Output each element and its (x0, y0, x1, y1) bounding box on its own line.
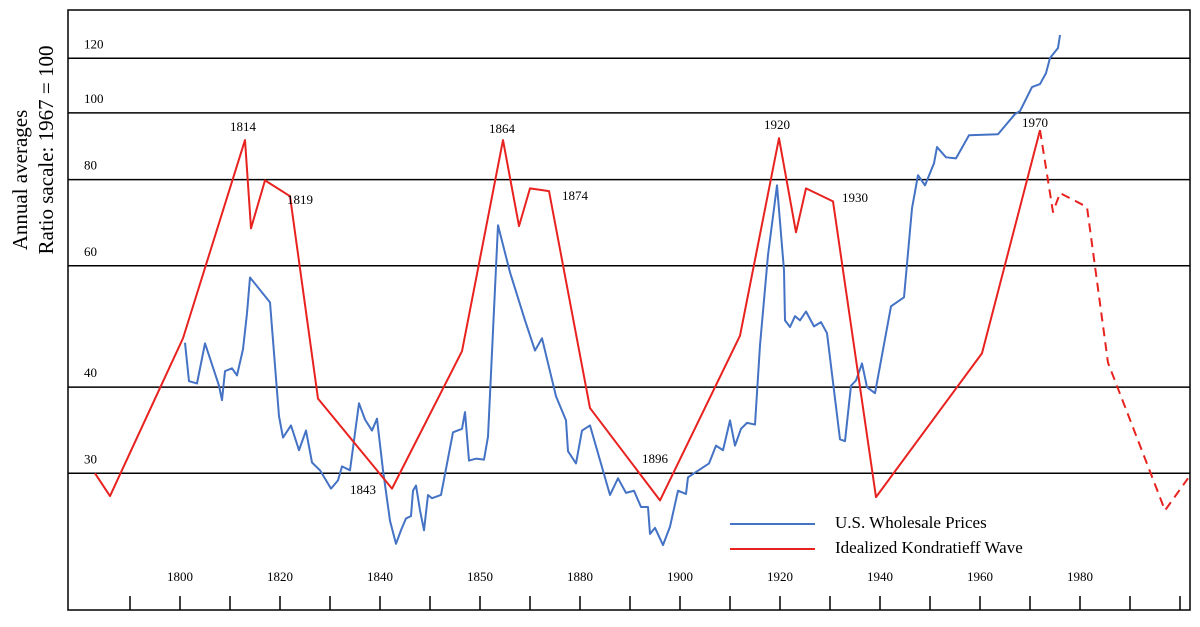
annotation: 1920 (764, 117, 790, 132)
annotation: 1843 (350, 482, 376, 497)
x-tick-label: 1920 (767, 569, 793, 584)
legend-label: U.S. Wholesale Prices (835, 513, 987, 532)
y-tick-label: 60 (84, 244, 97, 259)
x-tick-label: 1880 (567, 569, 593, 584)
annotation: 1874 (562, 188, 589, 203)
data-line (94, 129, 1041, 502)
data-line (1039, 129, 1189, 512)
annotation: 1896 (642, 451, 669, 466)
x-tick-label: 1940 (867, 569, 893, 584)
x-tick-label: 1850 (467, 569, 493, 584)
plot-frame (67, 9, 1191, 611)
x-tick-label: 1980 (1067, 569, 1093, 584)
y-tick-label: 120 (84, 36, 104, 51)
y-tick-label: 40 (84, 365, 97, 380)
annotation: 1814 (230, 119, 257, 134)
x-tick-label: 1900 (667, 569, 693, 584)
annotation: 1930 (842, 190, 868, 205)
annotation: 1819 (287, 192, 313, 207)
y-axis-label: Annual averages (8, 110, 32, 251)
x-tick-label: 1960 (967, 569, 993, 584)
data-line (184, 34, 1061, 547)
y-axis-label: Ratio sacale: 1967 = 100 (34, 46, 58, 255)
x-tick-label: 1820 (267, 569, 293, 584)
x-tick-label: 1800 (167, 569, 193, 584)
annotation: 1970 (1022, 115, 1048, 130)
annotation: 1864 (489, 121, 516, 136)
y-tick-label: 80 (84, 158, 97, 173)
legend-label: Idealized Kondratieff Wave (835, 538, 1023, 557)
y-tick-label: 100 (84, 91, 104, 106)
x-tick-label: 1840 (367, 569, 393, 584)
y-tick-label: 30 (84, 451, 97, 466)
